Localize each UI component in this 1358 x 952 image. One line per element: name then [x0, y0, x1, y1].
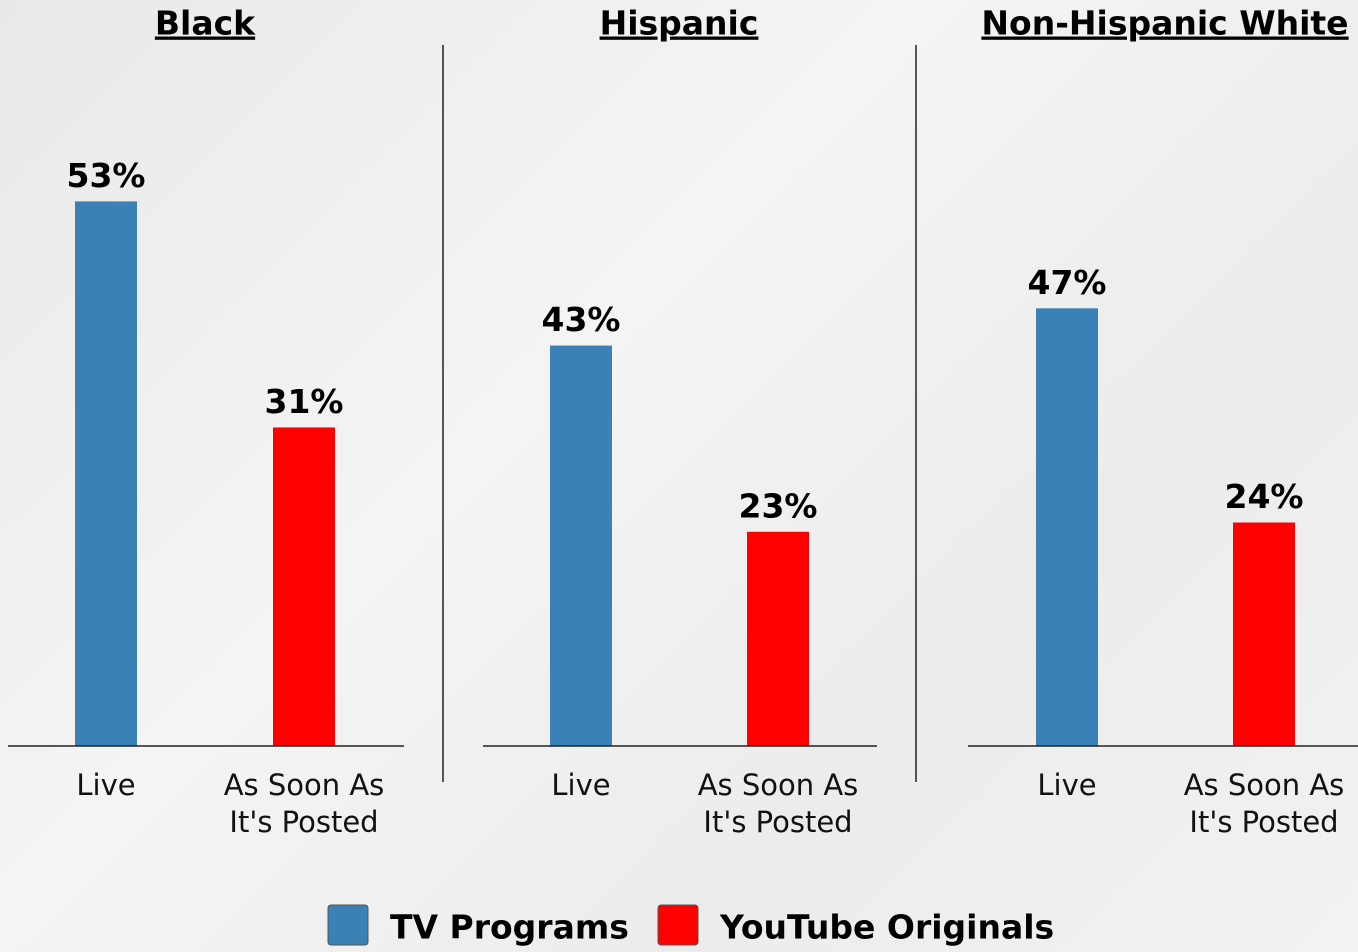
- value-label: 31%: [265, 382, 344, 421]
- bar: [550, 345, 612, 746]
- legend-label: YouTube Originals: [719, 908, 1054, 947]
- value-label: 53%: [67, 156, 146, 195]
- legend-label: TV Programs: [390, 908, 629, 947]
- bar: [747, 531, 809, 746]
- legend-swatch: [327, 904, 369, 946]
- value-label: 23%: [739, 486, 818, 525]
- value-label: 47%: [1028, 263, 1107, 302]
- x-tick-label: As Soon As It's Posted: [1183, 768, 1345, 839]
- x-tick-label: Live: [1037, 768, 1097, 802]
- bar: [273, 427, 335, 746]
- legend-swatch: [657, 904, 699, 946]
- x-tick-label: As Soon As It's Posted: [223, 768, 385, 839]
- value-label: 24%: [1225, 477, 1304, 516]
- bar: [75, 201, 137, 747]
- bar: [1233, 522, 1295, 746]
- x-tick-label: Live: [76, 768, 136, 802]
- x-tick-label: Live: [551, 768, 611, 802]
- x-tick-label: As Soon As It's Posted: [697, 768, 859, 839]
- value-label: 43%: [542, 300, 621, 339]
- panel-title: Hispanic: [600, 4, 759, 43]
- panel-title: Black: [155, 4, 256, 43]
- panel-title: Non-Hispanic White: [981, 4, 1348, 43]
- bar: [1036, 308, 1098, 746]
